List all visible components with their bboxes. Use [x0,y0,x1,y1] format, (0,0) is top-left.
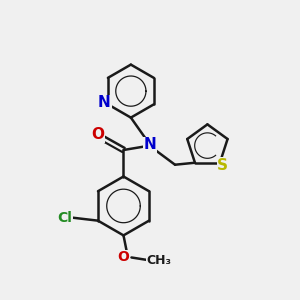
Text: S: S [217,158,228,173]
Text: O: O [92,127,104,142]
Text: O: O [118,250,129,265]
Text: CH₃: CH₃ [146,254,171,267]
Text: Cl: Cl [57,211,72,225]
Text: N: N [144,137,156,152]
Text: N: N [98,95,111,110]
